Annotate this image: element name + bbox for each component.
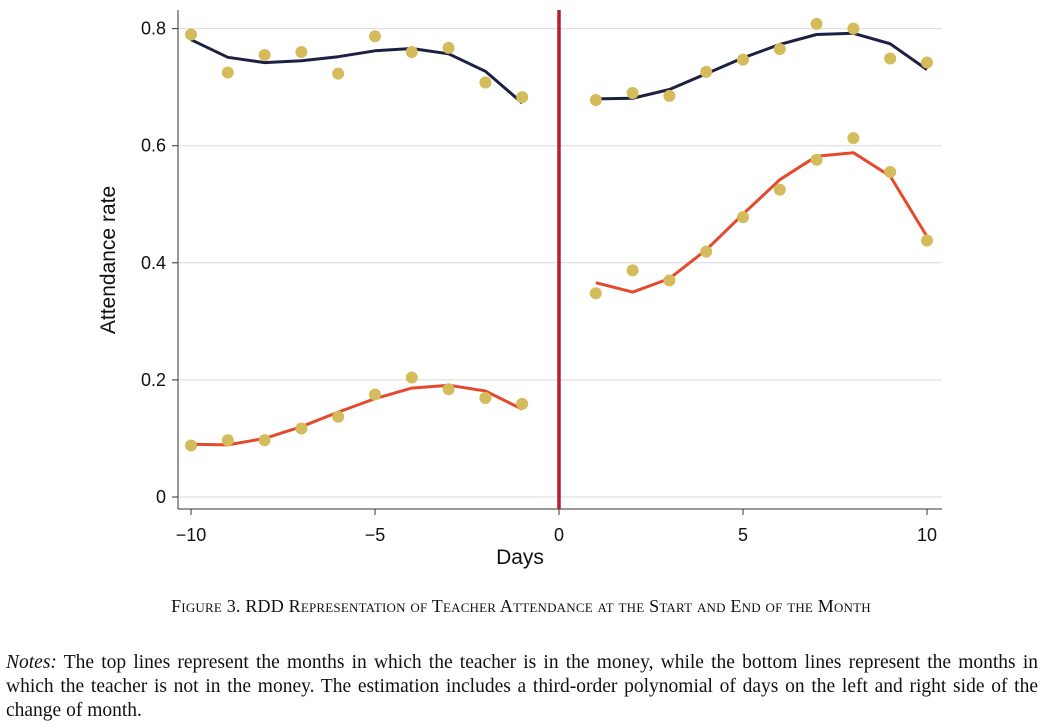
- top-series-point: [405, 46, 418, 59]
- bottom-series-point: [773, 183, 786, 196]
- top-series-point: [258, 48, 271, 61]
- top-series-point: [626, 87, 639, 100]
- top-series-point: [295, 46, 308, 59]
- figure-caption: Figure 3. RDD Representation of Teacher …: [0, 596, 1042, 617]
- x-tick-label: −10: [176, 525, 207, 545]
- x-tick-label: −5: [365, 525, 386, 545]
- bottom-series-point: [737, 211, 749, 224]
- data-points: [185, 17, 933, 452]
- top-series-point: [369, 30, 381, 43]
- top-series-point: [921, 56, 933, 69]
- figure-notes: Notes: The top lines represent the month…: [6, 651, 1038, 723]
- bottom-series-point: [626, 264, 639, 277]
- top-series-point: [737, 53, 749, 66]
- bottom-series-point: [479, 392, 492, 405]
- bottom-series-point: [405, 371, 418, 384]
- series: [190, 31, 929, 447]
- y-tick-label: 0: [156, 487, 166, 507]
- bottom-series-point: [663, 274, 676, 287]
- figure-title: RDD Representation of Teacher Attendance…: [245, 596, 871, 616]
- top-series-point: [332, 67, 345, 80]
- figure-label: Figure 3.: [171, 596, 241, 616]
- top-series-point: [185, 28, 197, 41]
- y-tick-label: 0.4: [141, 253, 166, 273]
- x-tick-label: 10: [917, 525, 937, 545]
- bottom-series-point: [700, 245, 713, 258]
- bottom-series-point: [369, 388, 381, 401]
- top-series-point: [221, 66, 234, 79]
- top-series-point: [847, 22, 860, 35]
- top-series-point: [479, 76, 492, 89]
- bottom-series-point: [295, 422, 308, 435]
- y-tick-label: 0.6: [141, 136, 166, 156]
- y-axis-title: Attendance rate: [97, 186, 120, 334]
- x-tick-label: 5: [738, 525, 748, 545]
- ticks: 0 0.2 0.4 0.6 0.8 −10 −5 0 5 10: [141, 19, 937, 545]
- bottom-series-point: [185, 439, 197, 452]
- bottom-series-point: [442, 383, 455, 396]
- bottom-series-point: [884, 166, 897, 179]
- y-tick-label: 0.2: [141, 370, 166, 390]
- bottom-series-point: [332, 410, 345, 423]
- top-series-point: [773, 43, 786, 56]
- rdd-chart: 0 0.2 0.4 0.6 0.8 −10 −5 0 5 10 Days Attendance r…: [97, 10, 942, 569]
- notes-text: The top lines represent the months in wh…: [6, 652, 1038, 721]
- bottom-series-point: [258, 434, 271, 447]
- x-tick-label: 0: [554, 525, 564, 545]
- bottom-series-point: [847, 132, 860, 145]
- bottom-series-point: [921, 234, 933, 247]
- top-series-point: [442, 41, 455, 54]
- bottom-series-point: [810, 153, 823, 166]
- bottom-series-point: [221, 434, 234, 447]
- notes-lead: Notes:: [6, 652, 57, 673]
- top-series-fit-right-line: [595, 31, 928, 101]
- bottom-series-fit-left-line: [190, 383, 523, 447]
- top-series-point: [884, 52, 897, 65]
- top-series-point: [663, 89, 676, 102]
- bottom-series-point: [589, 287, 602, 300]
- top-series-point: [516, 91, 529, 104]
- top-series-point: [700, 65, 713, 78]
- top-series-point: [589, 94, 602, 107]
- bottom-series-point: [516, 397, 529, 410]
- top-series-fit-left-line: [190, 38, 524, 105]
- x-axis-title: Days: [496, 546, 544, 569]
- bottom-series-fit-right-line: [595, 151, 929, 294]
- y-tick-label: 0.8: [141, 19, 166, 39]
- top-series-point: [810, 17, 823, 30]
